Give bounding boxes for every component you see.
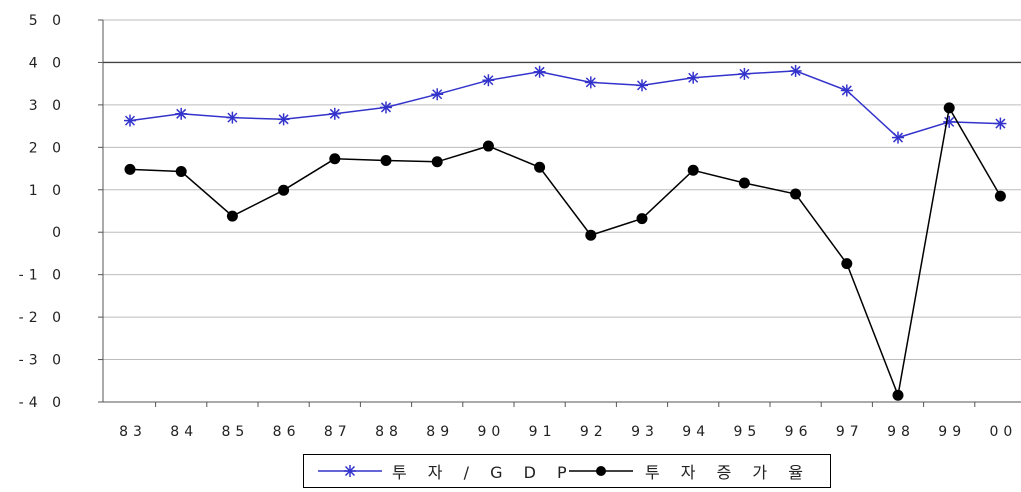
data-point — [124, 114, 136, 127]
data-point — [687, 71, 700, 84]
x-tick-label: 93 — [631, 424, 659, 440]
legend-label-investment-gdp: 투 자 / G D P — [392, 463, 575, 482]
data-point — [380, 101, 392, 114]
y-tick-label: -4 0 — [19, 395, 66, 411]
data-point — [892, 131, 904, 144]
y-tick-label: 0 — [52, 225, 66, 241]
gridlines — [103, 19, 1021, 361]
data-point — [994, 190, 1006, 202]
x-tick-label: 00 — [989, 424, 1017, 440]
data-point — [482, 140, 494, 152]
data-point — [328, 107, 341, 120]
y-tick-label: -3 0 — [19, 353, 66, 369]
y-tick-label: -1 0 — [19, 268, 66, 284]
data-point — [585, 229, 597, 241]
y-tick-label: -2 0 — [19, 310, 66, 326]
circle-marker-icon — [569, 466, 633, 476]
data-point — [790, 188, 802, 200]
data-point — [482, 74, 495, 87]
series-line — [129, 105, 1002, 398]
data-point — [226, 210, 238, 222]
data-point — [124, 163, 136, 175]
y-tick-label: 2 0 — [29, 140, 66, 156]
data-point — [278, 184, 290, 196]
x-tick-label: 86 — [273, 424, 301, 440]
series-layer — [124, 64, 1007, 401]
x-tick-label: 88 — [375, 424, 403, 440]
plot-area — [103, 20, 1021, 402]
x-tick-label: 85 — [221, 424, 249, 440]
data-point — [840, 84, 853, 97]
x-tick-label: 83 — [119, 424, 147, 440]
series-investment-gdp — [124, 64, 1007, 144]
data-point — [534, 161, 546, 173]
x-tick-label: 94 — [682, 424, 710, 440]
asterisk-marker-icon — [318, 465, 382, 477]
legend-item-investment-gdp: 투 자 / G D P — [318, 455, 575, 487]
data-point — [892, 389, 904, 401]
data-point — [738, 177, 750, 189]
data-point — [329, 153, 341, 165]
x-tick-label: 99 — [938, 424, 966, 440]
data-point — [380, 154, 392, 166]
y-tick-label: 3 0 — [29, 98, 66, 114]
data-point — [636, 213, 648, 225]
data-point — [687, 164, 699, 176]
x-tick-label: 87 — [324, 424, 352, 440]
data-point — [175, 166, 187, 178]
x-tick-label: 96 — [785, 424, 813, 440]
x-tick-label: 92 — [580, 424, 608, 440]
data-point — [584, 76, 597, 89]
data-point — [226, 111, 239, 124]
legend-item-investment-growth: 투 자 증 가 율 — [569, 455, 811, 487]
x-tick-label: 89 — [426, 424, 454, 440]
data-point — [789, 64, 802, 77]
legend-label-investment-growth: 투 자 증 가 율 — [645, 463, 811, 482]
legend: 투 자 / G D P 투 자 증 가 율 — [303, 454, 831, 488]
x-tick-label: 84 — [170, 424, 198, 440]
y-tick-label: 5 0 — [29, 13, 66, 29]
x-tick-labels: 83 84 85 86 87 88 89 90 91 92 93 94 95 96 97 98 99 00 — [119, 402, 1017, 440]
x-tick-label: 98 — [887, 424, 915, 440]
data-point — [943, 115, 956, 128]
data-point — [636, 79, 648, 92]
data-point — [431, 88, 444, 101]
series-investment-growth — [124, 102, 1006, 401]
x-tick-label: 97 — [836, 424, 864, 440]
x-tick-label: 90 — [477, 424, 505, 440]
data-point — [431, 156, 443, 168]
data-point — [943, 102, 955, 114]
data-point — [841, 258, 853, 270]
y-tick-label: 4 0 — [29, 55, 66, 71]
data-point — [533, 65, 546, 78]
y-tick-labels: -4 0 -3 0 -2 0 -1 0 0 1 0 2 0 3 0 4 0 5 0 — [19, 13, 103, 411]
y-tick-label: 1 0 — [29, 183, 66, 199]
data-point — [994, 117, 1007, 130]
data-point — [175, 107, 188, 120]
x-tick-label: 91 — [529, 424, 557, 440]
data-point — [277, 113, 290, 126]
data-point — [738, 67, 751, 80]
x-tick-label: 95 — [733, 424, 761, 440]
line-chart: -4 0-3 0-2 0-1 001 02 03 04 05 0 83 84 85 8… — [19, 13, 1021, 440]
series-line — [129, 70, 1001, 139]
